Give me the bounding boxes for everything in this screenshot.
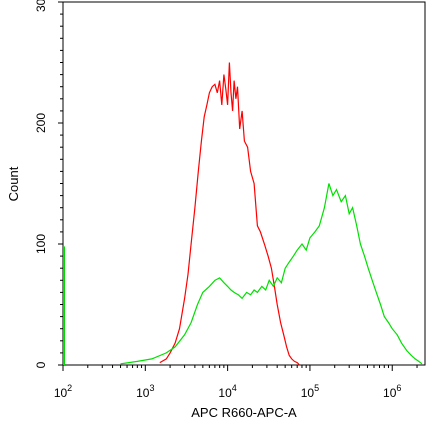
y-tick-label: 100 — [34, 234, 48, 254]
x-tick-label: 103 — [136, 383, 154, 400]
x-tick-base: 10 — [301, 386, 315, 400]
x-tick-label: 105 — [301, 383, 319, 400]
y-tick-label: 0 — [34, 361, 48, 368]
x-tick-base: 10 — [54, 386, 68, 400]
plot-frame — [62, 1, 426, 366]
x-tick-base: 10 — [136, 386, 150, 400]
x-tick-exponent: 6 — [396, 383, 401, 393]
x-tick-label: 104 — [218, 383, 236, 400]
y-tick-label: 300 — [34, 0, 48, 12]
y-axis: 0 100 200 300 — [34, 0, 63, 368]
y-axis-title: Count — [6, 166, 21, 201]
x-tick-exponent: 2 — [67, 383, 72, 393]
x-tick-label: 106 — [383, 383, 401, 400]
series-layer — [63, 62, 423, 366]
x-tick-exponent: 4 — [232, 383, 237, 393]
y-tick-label: 200 — [34, 113, 48, 133]
x-axis-title: APC R660-APC-A — [191, 405, 297, 420]
histogram-series-2 — [120, 183, 423, 365]
x-axis: 102 103 104 105 106 — [54, 365, 418, 400]
x-tick-base: 10 — [218, 386, 232, 400]
x-tick-label: 102 — [54, 383, 72, 400]
histogram-series-1 — [159, 62, 301, 366]
x-tick-exponent: 5 — [314, 383, 319, 393]
x-tick-base: 10 — [383, 386, 397, 400]
x-tick-exponent: 3 — [149, 383, 154, 393]
